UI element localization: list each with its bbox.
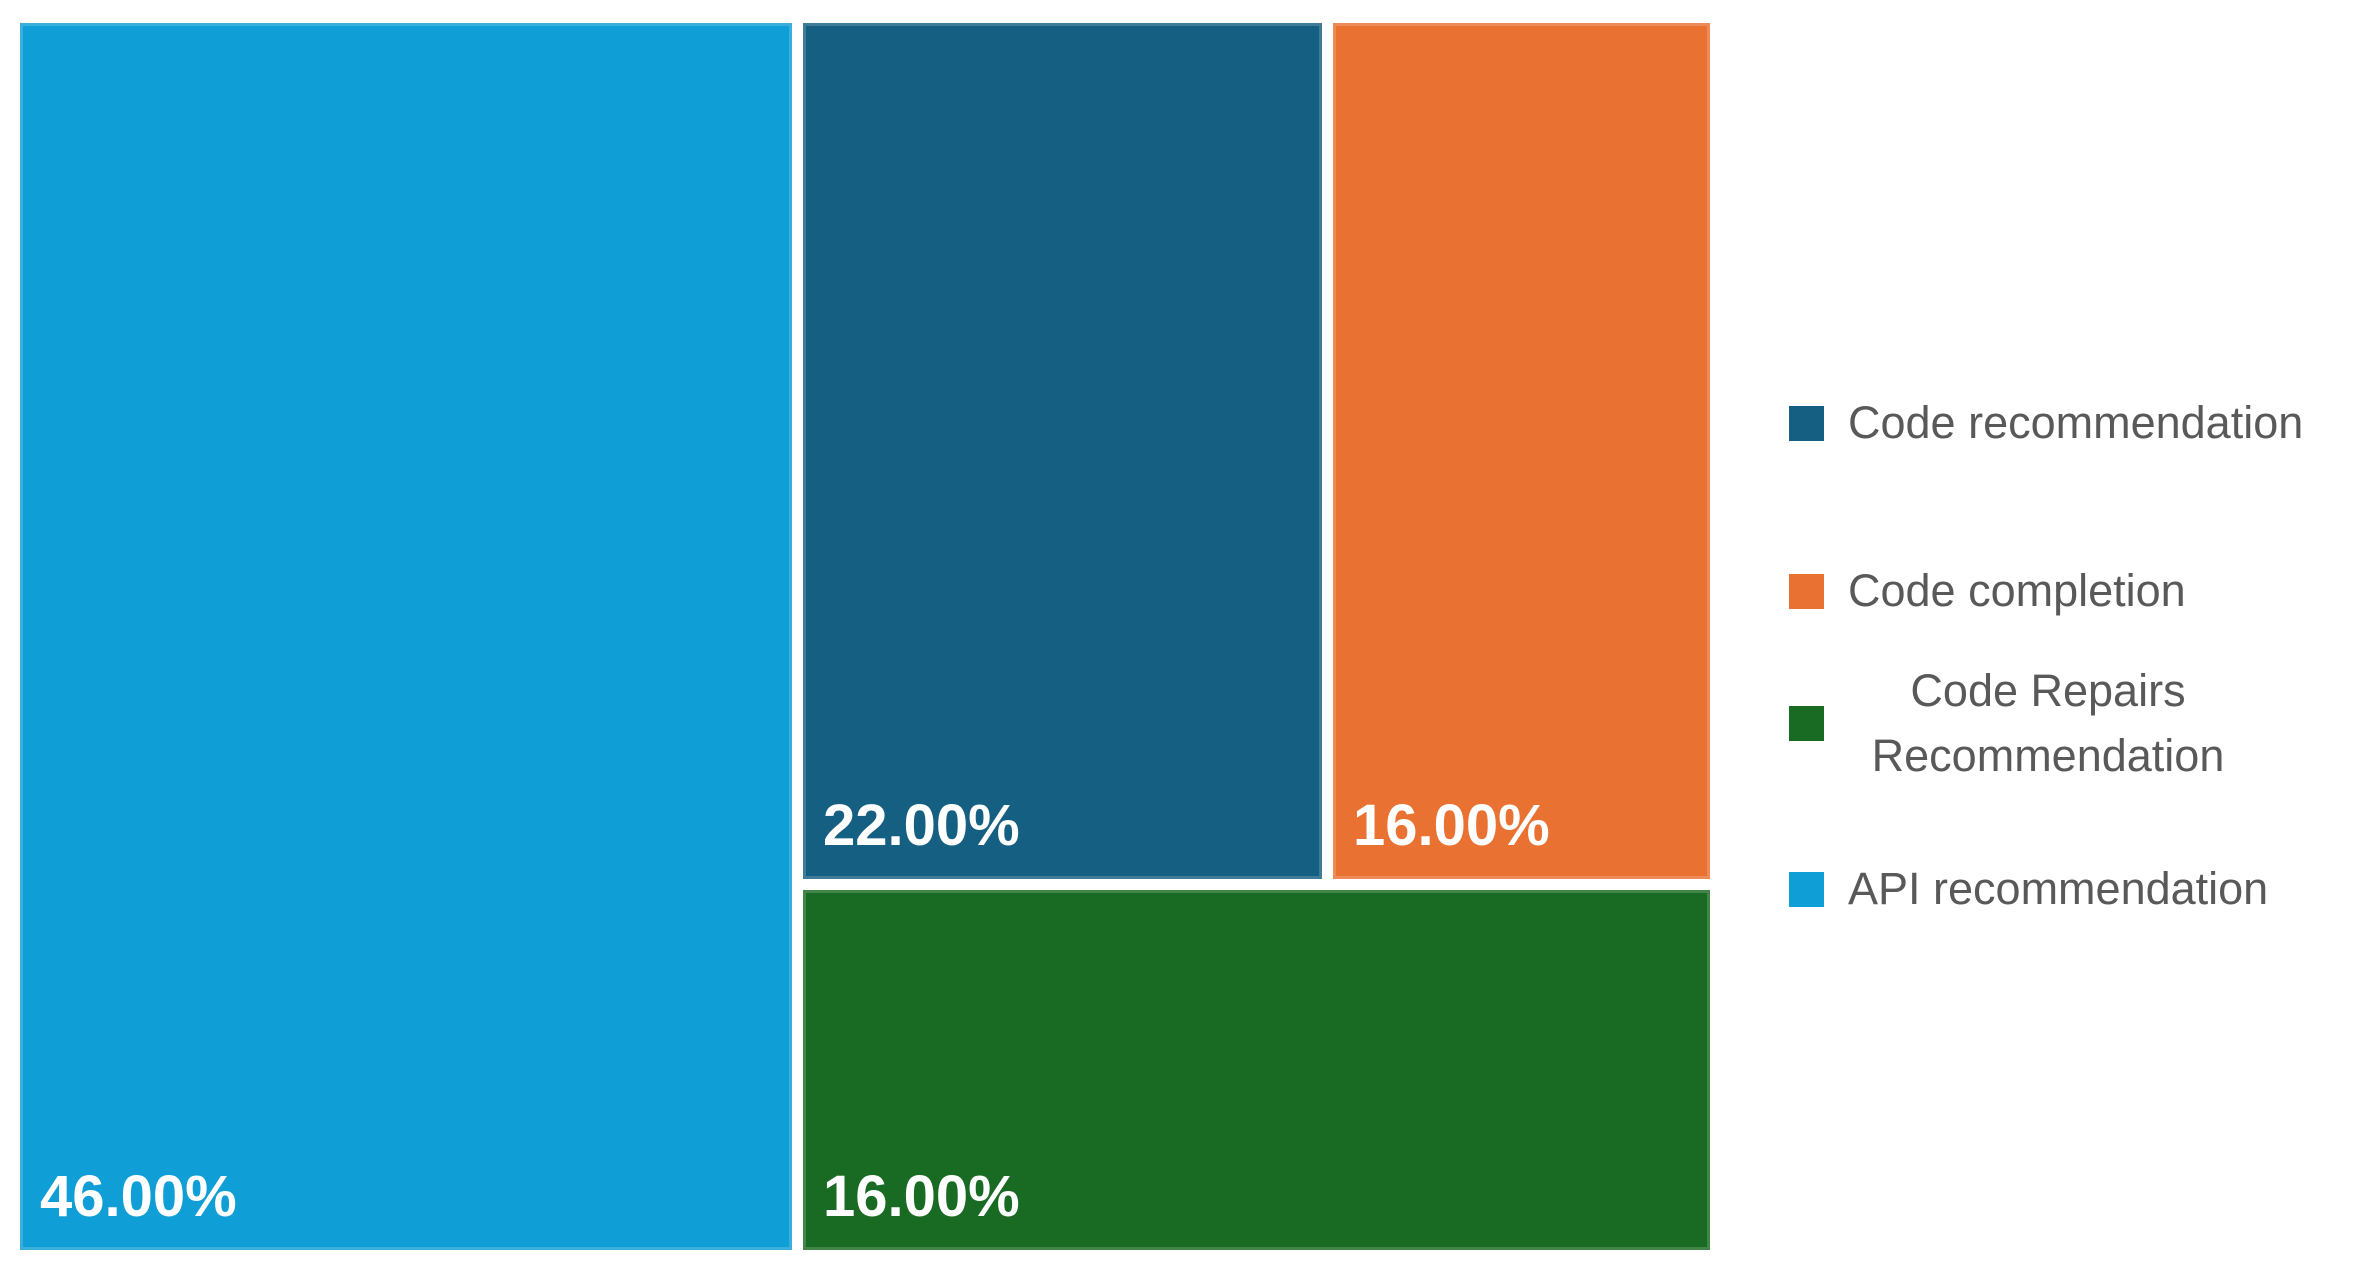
legend-label: Code completion xyxy=(1848,565,2186,616)
legend-swatch-icon xyxy=(1789,705,1824,741)
data-label: 16.00% xyxy=(1353,793,1550,858)
legend-item-code-recommendation: Code recommendation xyxy=(1789,400,2303,446)
data-label: 46.00% xyxy=(40,1164,237,1229)
legend-label: Code Repairs Recommendation xyxy=(1871,665,2225,781)
legend-item-code-repairs-recommendation: Code Repairs Recommendation xyxy=(1789,658,2248,788)
data-label: 22.00% xyxy=(823,793,1020,858)
data-label: 16.00% xyxy=(823,1164,1020,1229)
legend-swatch-icon xyxy=(1789,405,1824,441)
legend-swatch-icon xyxy=(1789,573,1824,609)
legend-label: API recommendation xyxy=(1848,863,2269,914)
legend-swatch-icon xyxy=(1789,871,1824,907)
legend-item-api-recommendation: API recommendation xyxy=(1789,866,2268,912)
treemap-tile-code-recommendation: 22.00% xyxy=(803,23,1322,879)
treemap-tile-api-recommendation: 46.00% xyxy=(20,23,792,1250)
legend-item-code-completion: Code completion xyxy=(1789,568,2186,614)
treemap-tile-code-repairs-recommendation: 16.00% xyxy=(803,890,1710,1250)
treemap-tile-code-completion: 16.00% xyxy=(1333,23,1710,879)
legend-label: Code recommendation xyxy=(1848,397,2304,448)
